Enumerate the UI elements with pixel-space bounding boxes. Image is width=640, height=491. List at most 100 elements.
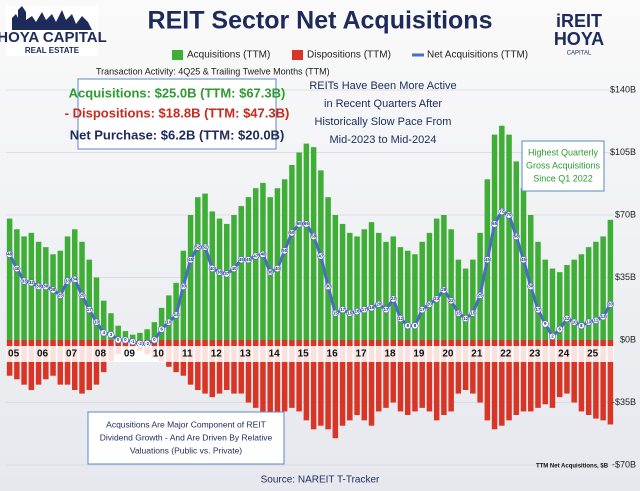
net-point — [223, 270, 231, 278]
bar — [79, 241, 85, 340]
data-label: 60 — [289, 230, 295, 235]
bar — [535, 241, 541, 340]
bar — [325, 197, 331, 340]
data-label: 22 — [449, 298, 455, 303]
bar — [542, 259, 548, 340]
bar — [281, 179, 288, 340]
data-label: 18 — [369, 305, 375, 310]
data-label: 8 — [580, 323, 583, 328]
net-point — [599, 313, 607, 321]
data-label: 6 — [160, 326, 163, 331]
data-label: 6 — [558, 326, 561, 331]
data-label: 15 — [456, 310, 462, 315]
data-label: 45 — [188, 257, 194, 262]
bar — [57, 340, 64, 385]
net-point — [64, 277, 72, 285]
net-point — [129, 338, 137, 346]
legend-label: Dispositions (TTM) — [307, 50, 391, 61]
net-point — [107, 331, 115, 339]
bar — [303, 143, 310, 340]
net-point — [324, 282, 332, 290]
bar — [115, 325, 121, 340]
x-tick-label: 23 — [529, 349, 541, 360]
bar — [289, 340, 295, 408]
data-label: 8 — [406, 323, 409, 328]
net-point — [353, 307, 361, 315]
note-line: Dividend Growth - And Are Driven By Rela… — [100, 432, 273, 442]
year-strip — [6, 346, 614, 362]
data-label: 65 — [304, 221, 310, 226]
net-point — [266, 268, 274, 276]
data-label: 10 — [586, 319, 592, 324]
bar — [397, 340, 404, 412]
data-label: 37 — [224, 271, 230, 276]
net-point — [527, 282, 535, 290]
bar — [412, 340, 418, 412]
net-point — [556, 325, 564, 333]
net-point — [483, 256, 491, 264]
data-label: 45 — [239, 257, 245, 262]
bar — [6, 218, 13, 340]
bar — [28, 340, 35, 390]
data-label: 12 — [398, 316, 404, 321]
data-label: 17 — [87, 307, 93, 312]
bar — [542, 340, 548, 405]
bar — [216, 218, 223, 340]
bar — [462, 340, 469, 390]
bar — [499, 125, 505, 340]
x-tick-label: 22 — [500, 349, 512, 360]
x-tick-label: 06 — [37, 349, 49, 360]
bar — [491, 134, 498, 340]
bar — [513, 161, 520, 340]
bar — [195, 340, 201, 390]
net-point — [577, 322, 585, 330]
net-point — [216, 268, 224, 276]
bar — [209, 340, 216, 398]
net-point — [389, 295, 397, 303]
bar — [260, 340, 266, 412]
data-label: 45 — [485, 257, 491, 262]
x-tick-label: 15 — [298, 349, 310, 360]
bar — [571, 259, 577, 340]
bar — [470, 259, 476, 340]
note-line: Acqusitions Are Major Component of REIT — [106, 419, 266, 429]
data-label: 3 — [110, 332, 113, 337]
data-label: 30 — [528, 284, 534, 289]
x-tick-label: 17 — [355, 349, 367, 360]
data-label: 47 — [253, 253, 259, 258]
bar — [21, 340, 27, 385]
bar — [528, 340, 534, 412]
data-label: 40 — [275, 266, 281, 271]
note-line: Gross Acquisitions — [526, 160, 601, 170]
summary-line: - Dispositions: $18.8B (TTM: $47.3B) — [65, 105, 290, 120]
bar — [187, 215, 194, 340]
logo-text: HOYA CAPITAL — [0, 29, 107, 46]
net-point — [585, 318, 593, 326]
data-label: 25 — [79, 293, 85, 298]
data-label: 0 — [124, 337, 127, 342]
net-point — [534, 306, 542, 314]
bar — [383, 241, 389, 340]
data-label: 52 — [195, 244, 201, 249]
data-label: 20 — [608, 301, 614, 306]
bar — [433, 340, 440, 421]
note-line: Valuations (Public vs. Private) — [130, 445, 242, 455]
x-tick-label: 19 — [413, 349, 425, 360]
net-point — [244, 256, 252, 264]
y-tick-label: $70B — [615, 209, 636, 219]
bar — [484, 340, 491, 421]
bar — [224, 340, 230, 390]
data-label: 34 — [72, 276, 78, 281]
net-point — [13, 265, 21, 273]
bar — [35, 340, 42, 385]
net-point — [172, 311, 180, 319]
net-point — [425, 300, 433, 308]
net-point — [375, 300, 383, 308]
data-label: 10 — [94, 319, 100, 324]
y-tick-label: $0B — [620, 334, 636, 344]
bar — [607, 219, 614, 340]
data-label: 40 — [231, 266, 237, 271]
subtitle: Transaction Activity: 4Q25 & Trailing Tw… — [96, 66, 330, 76]
bar — [383, 340, 389, 408]
